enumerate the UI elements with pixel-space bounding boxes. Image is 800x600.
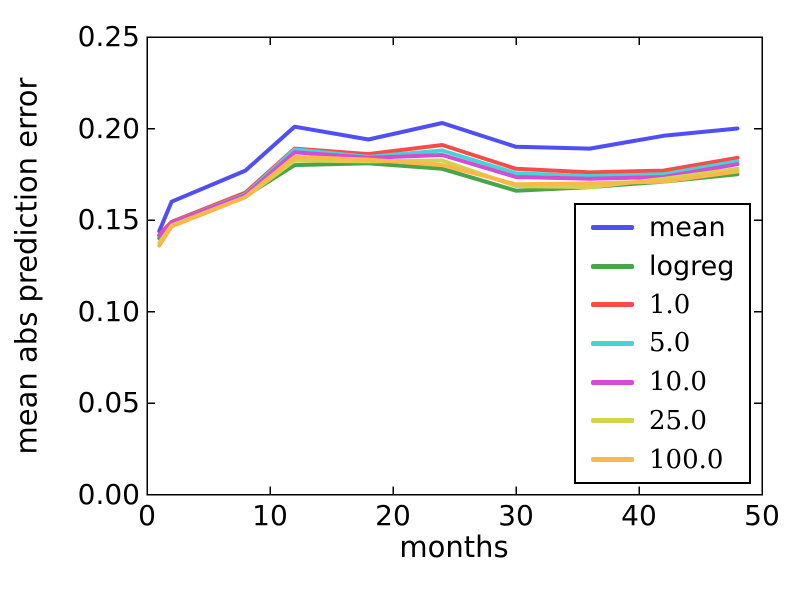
legend-label-25.0: 25.0 (649, 405, 707, 436)
legend-box: mean logreg 1.0 5.0 10.0 25.0 100.0 (574, 203, 751, 484)
legend-swatch-25.0 (591, 418, 634, 424)
legend-swatch-mean (591, 224, 634, 230)
y-tick-label-0.10: 0.10 (77, 294, 140, 328)
y-tick-label-0.25: 0.25 (77, 20, 140, 53)
legend-label-10.0: 10.0 (649, 367, 707, 398)
x-tick-label-20: 20 (375, 499, 411, 532)
x-tick-label-0: 0 (138, 499, 156, 532)
y-tick-label-0.05: 0.05 (77, 386, 140, 419)
legend-label-1.0: 1.0 (649, 289, 691, 320)
legend-swatch-100.0 (591, 457, 634, 463)
x-axis-title: months (399, 530, 509, 564)
legend-swatch-10.0 (591, 379, 634, 385)
legend-label-100.0: 100.0 (649, 444, 724, 475)
legend-label-5.0: 5.0 (649, 328, 691, 359)
legend-swatch-1.0 (591, 302, 634, 308)
legend-label-mean: mean (649, 211, 726, 243)
y-axis-title: mean abs prediction error (9, 77, 44, 455)
legend-item-1.0: 1.0 (576, 286, 749, 324)
series-line-mean (157, 121, 740, 233)
legend-swatch-5.0 (591, 340, 634, 346)
legend-item-logreg: logreg (576, 247, 749, 285)
x-tick-label-40: 40 (621, 499, 657, 532)
y-tick-label-0.20: 0.20 (77, 111, 140, 145)
x-tick-label-10: 10 (252, 499, 288, 532)
legend-item-10.0: 10.0 (576, 363, 749, 401)
plot-border (146, 36, 763, 496)
x-tick-label-50: 50 (744, 499, 780, 532)
legend-item-25.0: 25.0 (576, 402, 749, 440)
legend-item-5.0: 5.0 (576, 324, 749, 362)
x-tick-label-30: 30 (498, 499, 534, 532)
series-line-100.0 (157, 154, 740, 248)
y-tick-label-0.00: 0.00 (77, 477, 140, 511)
legend-item-100.0: 100.0 (576, 441, 749, 479)
data-series-lines (157, 121, 740, 248)
y-tick-label-0.15: 0.15 (77, 203, 140, 236)
legend-item-mean: mean (576, 208, 749, 246)
axes-spines-and-ticks (146, 36, 763, 496)
legend-label-logreg: logreg (649, 250, 735, 282)
legend-swatch-logreg (591, 263, 634, 269)
series-line-10.0 (157, 150, 740, 238)
